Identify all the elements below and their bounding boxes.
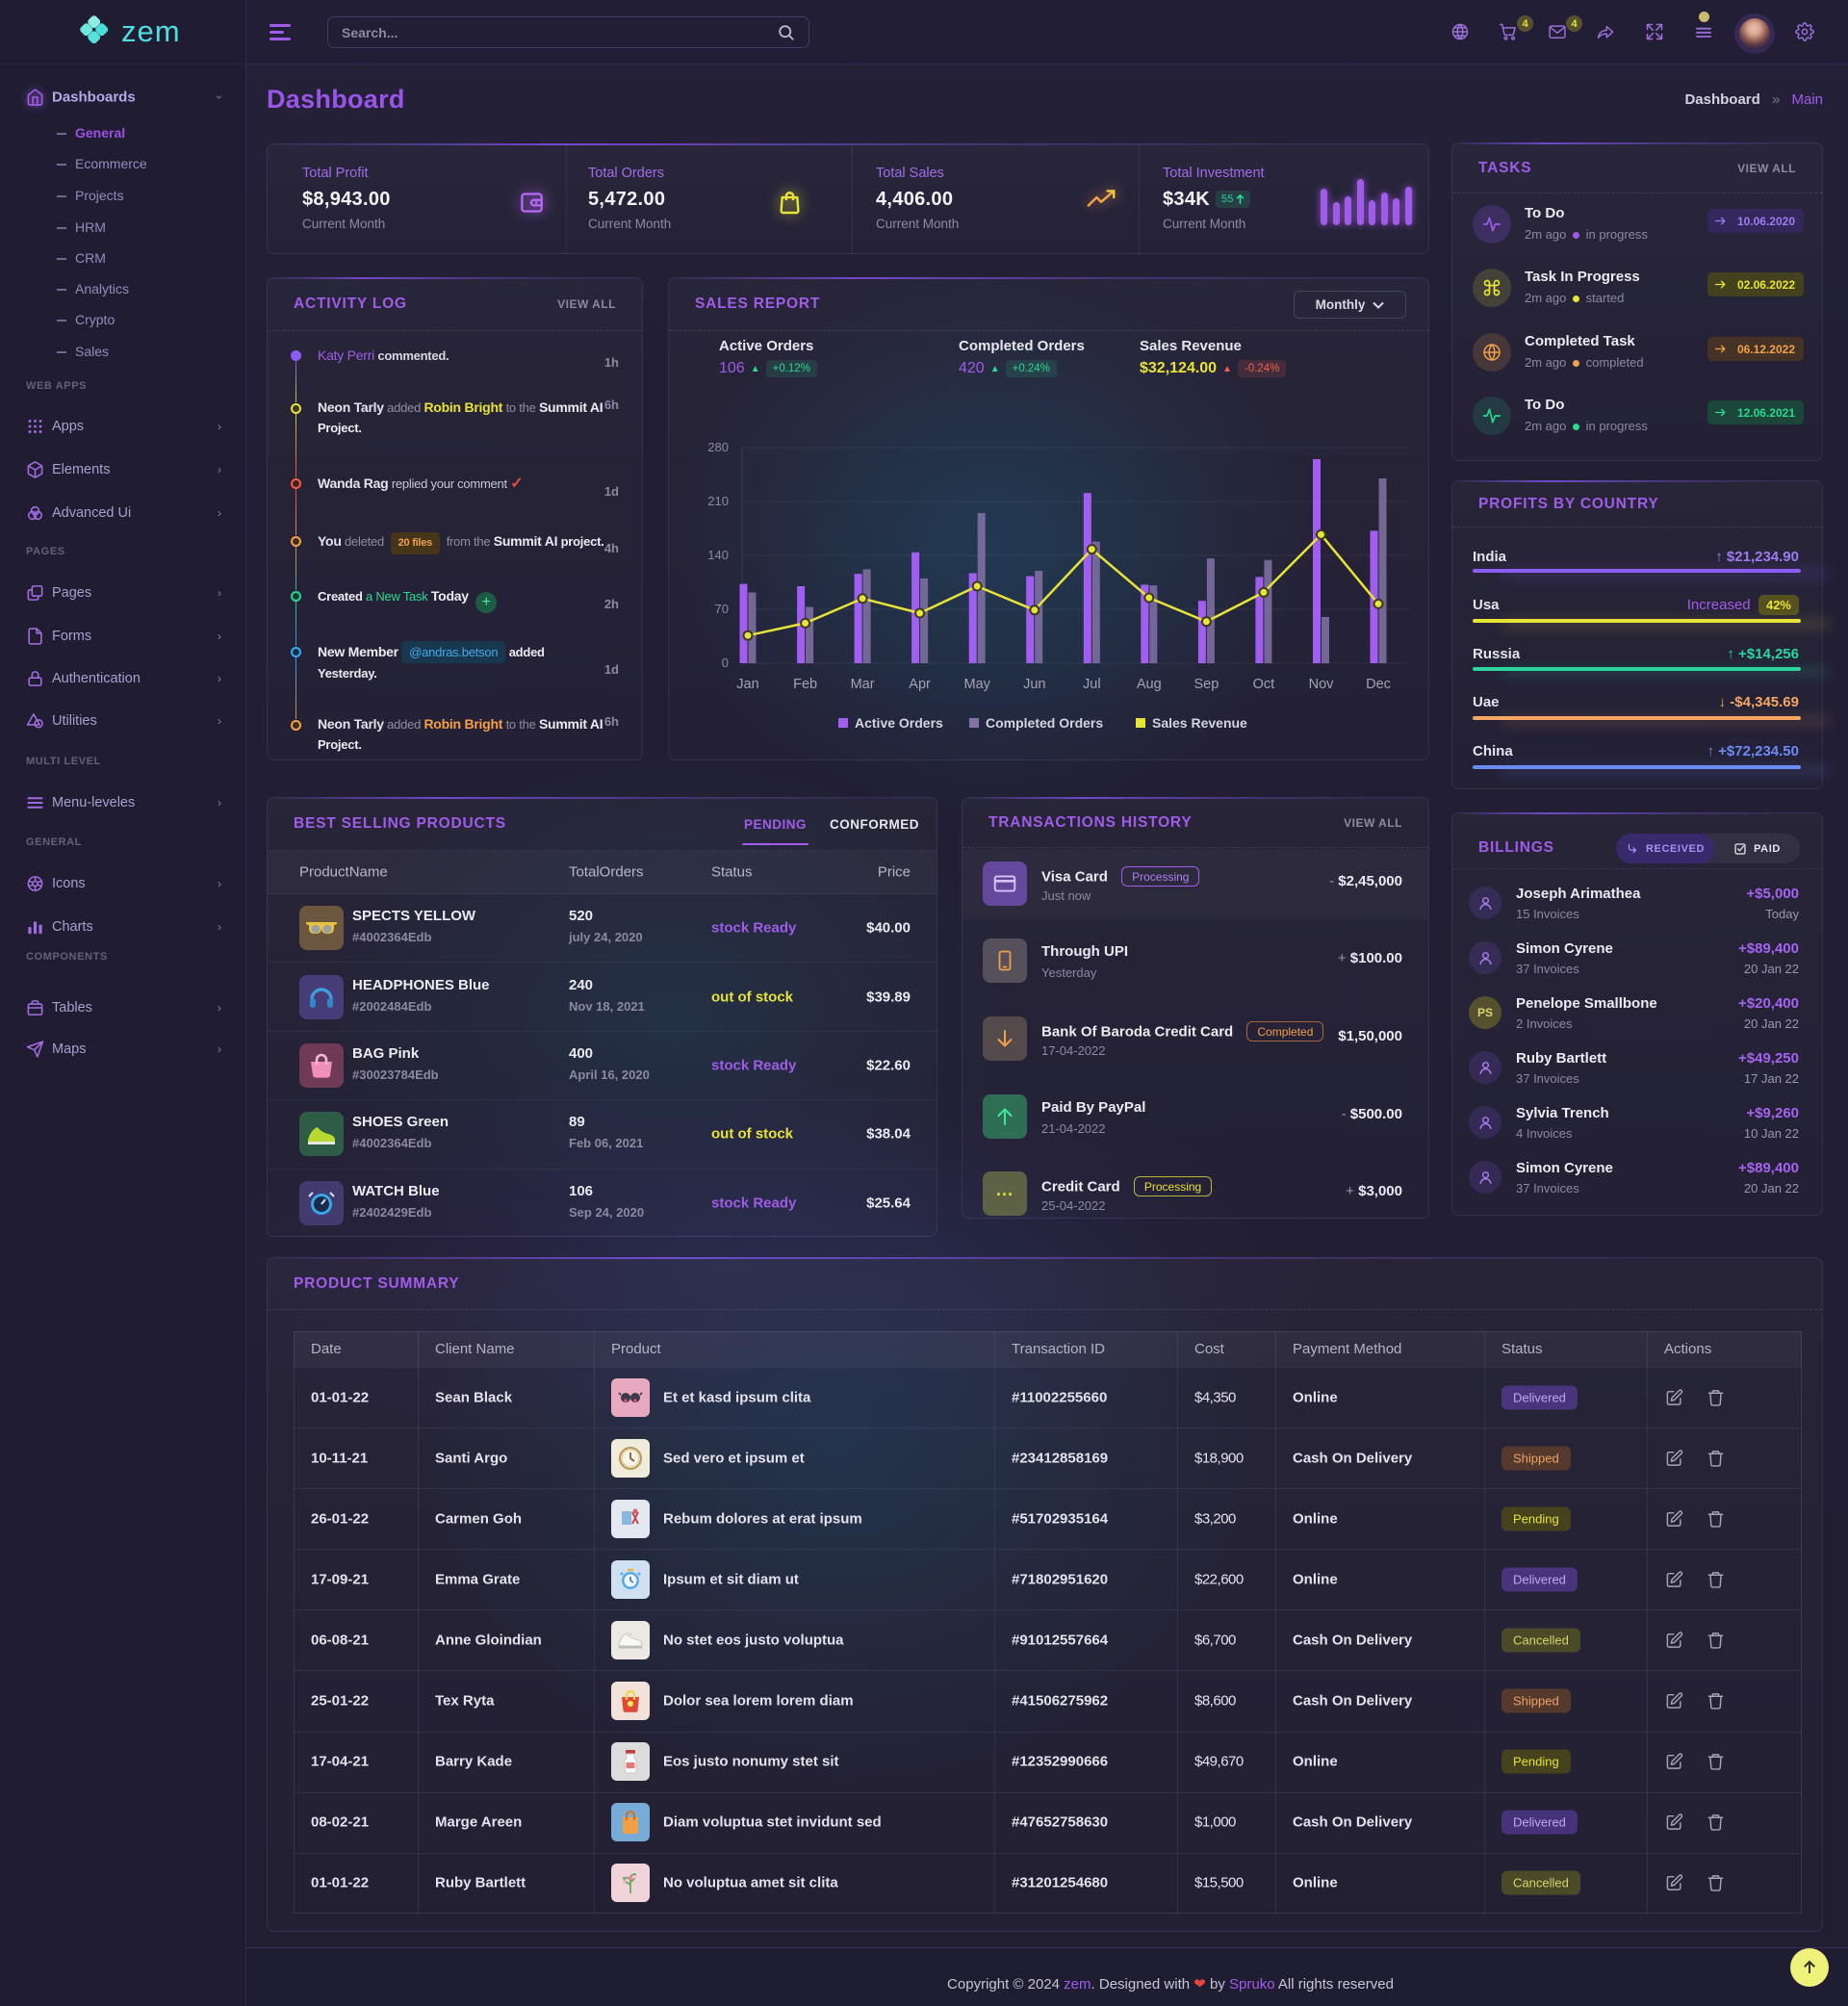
svg-text:Aug: Aug [1137,677,1162,692]
svg-text:Oct: Oct [1253,677,1275,692]
svg-text:Sales Revenue: Sales Revenue [1152,715,1247,731]
svg-text:Sep: Sep [1194,677,1219,692]
svg-text:Jul: Jul [1083,677,1101,692]
svg-text:Jan: Jan [736,677,758,692]
svg-text:140: 140 [707,548,729,562]
svg-text:Dec: Dec [1366,677,1391,692]
svg-text:Feb: Feb [793,677,817,692]
svg-text:Nov: Nov [1309,677,1335,692]
svg-text:Active Orders: Active Orders [855,715,943,731]
svg-text:Completed Orders: Completed Orders [986,715,1103,731]
svg-text:Jun: Jun [1023,677,1045,692]
svg-text:0: 0 [722,656,729,670]
svg-text:Apr: Apr [909,677,931,692]
svg-text:Mar: Mar [851,677,875,692]
svg-text:70: 70 [715,602,729,616]
svg-text:May: May [963,677,990,692]
svg-text:280: 280 [707,440,729,454]
svg-text:210: 210 [707,494,729,508]
